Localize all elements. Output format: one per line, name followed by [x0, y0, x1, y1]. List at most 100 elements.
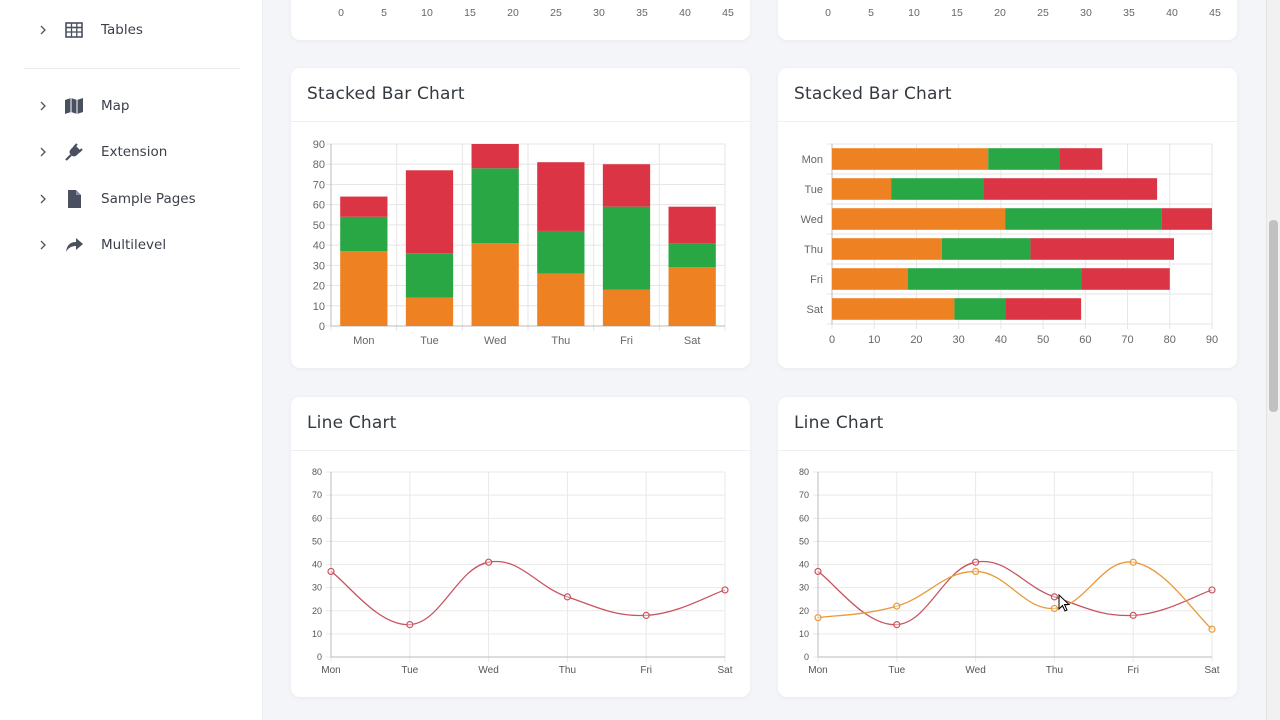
x-tick-label: Thu — [551, 335, 570, 347]
y-tick-label: Fri — [810, 274, 823, 286]
y-tick-label: 80 — [312, 467, 322, 477]
data-point — [1208, 625, 1216, 633]
bar-segment — [954, 298, 1006, 320]
x-tick-label: Tue — [420, 335, 439, 347]
sidebar: Tables Map Extension Sample Pages — [0, 0, 263, 720]
x-tick-label: 10 — [421, 7, 433, 19]
chevron-right-icon — [40, 147, 46, 157]
series-line — [330, 560, 726, 626]
series-line — [817, 561, 1213, 630]
bar-segment — [832, 268, 908, 290]
x-tick-label: 50 — [1037, 334, 1049, 346]
y-tick-label: 40 — [799, 560, 809, 570]
card-header: Line Chart — [778, 397, 1237, 451]
x-tick-label: 5 — [381, 7, 387, 19]
y-tick-label: 40 — [313, 240, 325, 252]
x-tick-label: 25 — [550, 7, 562, 19]
x-tick-label: Sat — [1204, 665, 1219, 676]
x-tick-label: Thu — [559, 665, 576, 676]
x-tick-label: Wed — [478, 665, 498, 676]
file-icon — [68, 190, 81, 208]
data-point — [972, 558, 980, 566]
x-tick-label: Tue — [401, 665, 418, 676]
y-tick-label: Wed — [801, 214, 823, 226]
card-title: Stacked Bar Chart — [794, 84, 952, 104]
card-header: Line Chart — [291, 397, 750, 451]
x-tick-label: 10 — [868, 334, 880, 346]
bar-segment — [1060, 148, 1103, 170]
bar-segment — [832, 208, 1006, 230]
x-tick-label: 30 — [593, 7, 605, 19]
chevron-right-icon — [40, 25, 46, 35]
data-point — [406, 621, 414, 629]
top-axis: 0 5 10 15 20 25 30 35 40 45 — [825, 7, 1221, 19]
sidebar-item-map[interactable]: Map — [0, 88, 263, 124]
x-tick-label: 40 — [679, 7, 691, 19]
x-tick-label: 60 — [1079, 334, 1091, 346]
y-tick-label: 10 — [799, 629, 809, 639]
x-tick-label: Wed — [484, 335, 506, 347]
x-tick-label: 45 — [722, 7, 734, 19]
y-tick-label: 0 — [804, 652, 809, 662]
data-point — [814, 614, 822, 622]
bar-segment — [668, 206, 716, 244]
mouse-cursor-icon — [1058, 594, 1071, 612]
bar-segment — [891, 178, 984, 200]
sidebar-item-multilevel[interactable]: Multilevel — [0, 227, 263, 263]
y-tick-label: 50 — [313, 220, 325, 232]
stacked-bar-chart-horizontal: 0 10 20 30 40 50 60 70 80 90 Mon Tue Wed Thu Fri Sat — [801, 143, 1218, 346]
chart-card-top-left: 0 5 10 15 20 25 30 35 40 45 — [291, 0, 750, 40]
bar-segment — [537, 230, 585, 274]
chevron-right-icon — [40, 240, 46, 250]
sidebar-item-tables[interactable]: Tables — [0, 12, 263, 48]
sidebar-divider — [24, 68, 240, 69]
bar-segment — [405, 297, 454, 326]
y-tick-label: 70 — [799, 490, 809, 500]
card-title: Line Chart — [307, 413, 397, 433]
sidebar-item-label: Multilevel — [101, 237, 167, 253]
x-tick-label: Sat — [684, 335, 701, 347]
sidebar-item-extension[interactable]: Extension — [0, 134, 263, 170]
x-tick-label: 20 — [910, 334, 922, 346]
sidebar-item-sample-pages[interactable]: Sample Pages — [0, 181, 263, 217]
bar-segment — [602, 289, 651, 326]
x-tick-label: Thu — [1046, 665, 1063, 676]
x-tick-label: 40 — [995, 334, 1007, 346]
x-tick-label: Wed — [965, 665, 985, 676]
data-point — [721, 586, 729, 594]
table-icon — [65, 22, 83, 38]
x-tick-label: Fri — [1127, 665, 1139, 676]
x-tick-label: 20 — [994, 7, 1006, 19]
scrollbar-thumb[interactable] — [1269, 220, 1278, 412]
sidebar-item-label: Map — [101, 98, 130, 114]
y-tick-label: Thu — [804, 244, 823, 256]
bar-segment — [988, 148, 1060, 170]
plug-icon — [65, 143, 83, 161]
y-tick-label: 0 — [319, 321, 325, 333]
y-tick-label: 60 — [313, 200, 325, 212]
x-tick-label: Fri — [640, 665, 652, 676]
y-tick-label: 20 — [313, 281, 325, 293]
bar-segment — [471, 243, 519, 326]
x-tick-label: 30 — [1080, 7, 1092, 19]
x-tick-label: 20 — [507, 7, 519, 19]
bar-segment — [340, 216, 388, 252]
bar-segment — [471, 168, 519, 244]
bar-segment — [405, 253, 454, 298]
data-point — [642, 611, 650, 619]
data-point — [972, 567, 980, 576]
card-header: Stacked Bar Chart — [778, 68, 1237, 122]
y-tick-label: 60 — [312, 513, 322, 523]
x-tick-label: Fri — [620, 335, 633, 347]
y-tick-label: 30 — [312, 583, 322, 593]
y-tick-label: 0 — [317, 652, 322, 662]
data-point — [893, 621, 901, 629]
data-point — [1129, 611, 1137, 619]
y-tick-label: 70 — [313, 179, 325, 191]
chevron-right-icon — [40, 194, 46, 204]
y-tick-label: 10 — [313, 301, 325, 313]
top-axis: 0 5 10 15 20 25 30 35 40 45 — [338, 7, 734, 19]
bar-segment — [941, 238, 1031, 260]
page-scrollbar[interactable] — [1266, 0, 1280, 720]
bar-segment — [832, 178, 892, 200]
